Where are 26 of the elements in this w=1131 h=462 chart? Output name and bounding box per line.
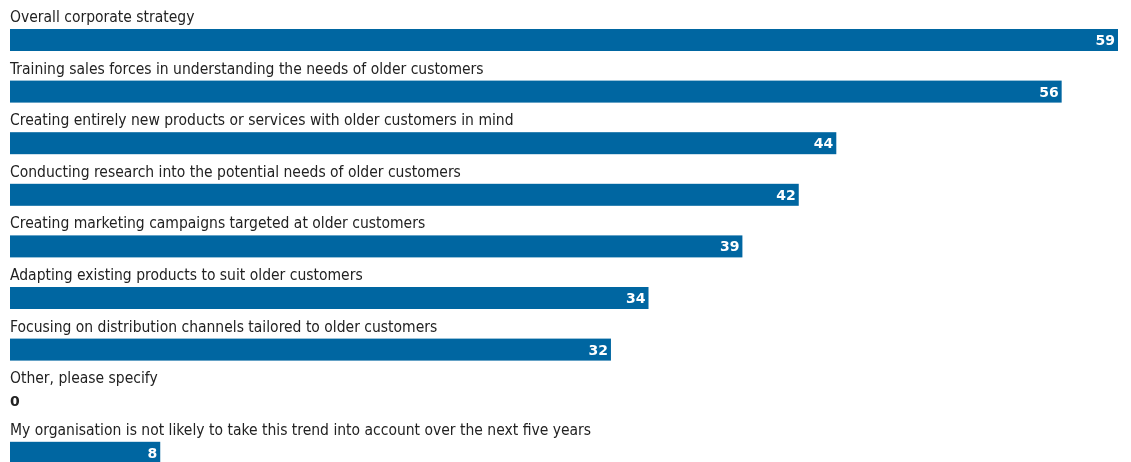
bar [10, 132, 837, 155]
data-label: 56 [1039, 83, 1059, 100]
data-label: 32 [588, 341, 608, 358]
y-tick-label: Other, please specify [10, 369, 158, 388]
data-label: 8 [147, 444, 158, 461]
bar [10, 287, 649, 309]
y-tick-label: Creating marketing campaigns targeted at older customers [10, 214, 426, 233]
y-tick-label: My organisation is not likely to take this trend into account over the next five years [10, 420, 592, 439]
bar [10, 441, 161, 462]
y-tick-label: Conducting research into the potential needs of older customers [10, 162, 461, 181]
bar [10, 29, 1118, 51]
data-label: 0 [10, 393, 20, 410]
data-label: 44 [813, 135, 834, 152]
data-label: 39 [719, 238, 740, 255]
bar [10, 183, 799, 206]
y-tick-label: Adapting existing products to suit older customers [10, 266, 363, 284]
y-tick-label: Creating entirely new products or services with older customers in mind [10, 111, 514, 130]
data-label: 59 [1095, 32, 1115, 48]
data-label: 34 [626, 290, 646, 306]
bar [10, 80, 1062, 103]
y-tick-label: Overall corporate strategy [10, 8, 195, 26]
data-label: 42 [776, 186, 796, 203]
y-tick-label: Focusing on distribution channels tailored to older customers [10, 317, 438, 336]
bar [10, 235, 743, 258]
bar [10, 338, 611, 361]
y-tick-label: Training sales forces in understanding the needs of older customers [9, 59, 484, 78]
